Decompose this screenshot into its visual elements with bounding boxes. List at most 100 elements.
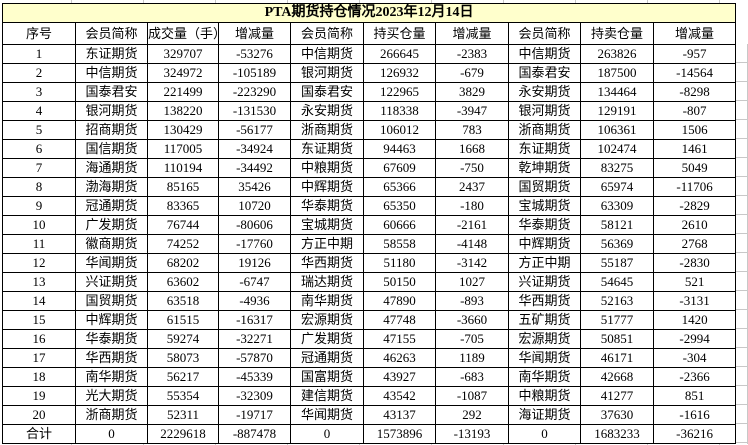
long-member-cell[interactable]: 国富期货 (290, 367, 364, 387)
long-change-cell[interactable]: 1189 (435, 348, 509, 368)
volume-cell[interactable]: 61515 (147, 310, 219, 330)
long-qty-cell[interactable]: 266645 (363, 44, 436, 64)
volume-change-cell[interactable]: -45339 (218, 367, 291, 387)
volume-cell[interactable]: 138220 (147, 101, 219, 121)
member-cell[interactable]: 国泰君安 (75, 82, 148, 102)
member-cell[interactable]: 华闻期货 (75, 253, 148, 273)
long-member-cell[interactable]: 宝城期货 (290, 215, 364, 235)
volume-cell[interactable]: 76744 (147, 215, 219, 235)
member-cell[interactable]: 华西期货 (75, 348, 148, 368)
short-member-cell[interactable]: 华闻期货 (508, 348, 581, 368)
member-cell[interactable]: 渤海期货 (75, 177, 148, 197)
short-qty-cell[interactable]: 50851 (580, 329, 654, 349)
rank-cell[interactable]: 7 (2, 158, 76, 178)
volume-cell[interactable]: 329707 (147, 44, 219, 64)
long-change-cell[interactable]: 783 (435, 120, 509, 140)
long-qty-cell[interactable]: 47155 (363, 329, 436, 349)
short-member-cell[interactable]: 国泰君安 (508, 63, 581, 83)
volume-change-cell[interactable]: -131530 (218, 101, 291, 121)
member-cell[interactable]: 徽商期货 (75, 234, 148, 254)
volume-change-cell[interactable]: -80606 (218, 215, 291, 235)
long-change-cell[interactable]: -683 (435, 367, 509, 387)
long-member-cell[interactable]: 中辉期货 (290, 177, 364, 197)
long-qty-cell[interactable]: 51180 (363, 253, 436, 273)
long-qty-cell[interactable]: 1573896 (363, 424, 436, 444)
short-qty-cell[interactable]: 51777 (580, 310, 654, 330)
volume-change-cell[interactable]: -32271 (218, 329, 291, 349)
short-qty-cell[interactable]: 129191 (580, 101, 654, 121)
long-member-cell[interactable]: 广发期货 (290, 329, 364, 349)
long-qty-cell[interactable]: 94463 (363, 139, 436, 159)
long-change-cell[interactable]: -4148 (435, 234, 509, 254)
volume-change-cell[interactable]: 10720 (218, 196, 291, 216)
long-member-cell[interactable]: 国泰君安 (290, 82, 364, 102)
long-change-cell[interactable]: 3829 (435, 82, 509, 102)
short-qty-cell[interactable]: 52163 (580, 291, 654, 311)
short-change-cell[interactable]: -8298 (652, 82, 737, 102)
long-member-cell[interactable]: 永安期货 (290, 101, 364, 121)
rank-cell[interactable]: 11 (2, 234, 76, 254)
short-change-cell[interactable]: 851 (652, 386, 737, 406)
short-qty-cell[interactable]: 106361 (580, 120, 654, 140)
short-member-cell[interactable]: 浙商期货 (508, 120, 581, 140)
long-member-cell[interactable]: 方正中期 (290, 234, 364, 254)
volume-change-cell[interactable]: -16317 (218, 310, 291, 330)
short-member-cell[interactable]: 华西期货 (508, 291, 581, 311)
member-cell[interactable]: 浙商期货 (75, 405, 148, 425)
long-change-cell[interactable]: 1027 (435, 272, 509, 292)
short-change-cell[interactable]: -957 (652, 44, 737, 64)
short-member-cell[interactable]: 乾坤期货 (508, 158, 581, 178)
volume-change-cell[interactable]: -53276 (218, 44, 291, 64)
short-qty-cell[interactable]: 54645 (580, 272, 654, 292)
table-title-cell[interactable]: PTA期货持仓情况2023年12月14日 (1, 3, 737, 23)
volume-change-cell[interactable]: -105189 (218, 63, 291, 83)
long-member-cell[interactable]: 浙商期货 (290, 120, 364, 140)
volume-change-cell[interactable]: -4936 (218, 291, 291, 311)
short-qty-cell[interactable]: 83275 (580, 158, 654, 178)
short-qty-cell[interactable]: 37630 (580, 405, 654, 425)
short-member-cell[interactable]: 东证期货 (508, 139, 581, 159)
short-change-cell[interactable]: 521 (652, 272, 737, 292)
rank-cell[interactable]: 19 (2, 386, 76, 406)
short-qty-cell[interactable]: 46171 (580, 348, 654, 368)
volume-cell[interactable]: 52311 (147, 405, 219, 425)
volume-cell[interactable]: 56217 (147, 367, 219, 387)
short-change-cell[interactable]: -807 (652, 101, 737, 121)
volume-change-cell[interactable]: -887478 (218, 424, 291, 444)
short-qty-cell[interactable]: 42668 (580, 367, 654, 387)
member-cell[interactable]: 南华期货 (75, 367, 148, 387)
member-cell[interactable]: 银河期货 (75, 101, 148, 121)
volume-change-cell[interactable]: -57870 (218, 348, 291, 368)
volume-cell[interactable]: 63602 (147, 272, 219, 292)
short-member-cell[interactable]: 银河期货 (508, 101, 581, 121)
member-cell[interactable]: 光大期货 (75, 386, 148, 406)
long-qty-cell[interactable]: 65350 (363, 196, 436, 216)
volume-cell[interactable]: 117005 (147, 139, 219, 159)
rank-cell[interactable]: 18 (2, 367, 76, 387)
long-member-cell[interactable]: 中信期货 (290, 44, 364, 64)
long-qty-cell[interactable]: 46263 (363, 348, 436, 368)
volume-cell[interactable]: 74252 (147, 234, 219, 254)
volume-change-cell[interactable]: -34924 (218, 139, 291, 159)
rank-cell[interactable]: 17 (2, 348, 76, 368)
short-change-cell[interactable]: 1420 (652, 310, 737, 330)
rank-cell[interactable]: 16 (2, 329, 76, 349)
short-change-cell[interactable]: -3131 (652, 291, 737, 311)
long-member-cell[interactable]: 银河期货 (290, 63, 364, 83)
short-qty-cell[interactable]: 263826 (580, 44, 654, 64)
long-change-header[interactable]: 增减量 (435, 22, 509, 45)
rank-cell[interactable]: 2 (2, 63, 76, 83)
member-header[interactable]: 会员简称 (75, 22, 148, 45)
short-member-cell[interactable]: 国贸期货 (508, 177, 581, 197)
rank-cell[interactable]: 9 (2, 196, 76, 216)
long-change-cell[interactable]: -2161 (435, 215, 509, 235)
rank-cell[interactable]: 15 (2, 310, 76, 330)
short-member-cell[interactable]: 中信期货 (508, 44, 581, 64)
long-member-cell[interactable]: 0 (290, 424, 364, 444)
member-cell[interactable]: 中信期货 (75, 63, 148, 83)
long-qty-cell[interactable]: 47748 (363, 310, 436, 330)
long-member-cell[interactable]: 瑞达期货 (290, 272, 364, 292)
long-member-cell[interactable]: 冠通期货 (290, 348, 364, 368)
long-qty-cell[interactable]: 122965 (363, 82, 436, 102)
short-qty-cell[interactable]: 63309 (580, 196, 654, 216)
